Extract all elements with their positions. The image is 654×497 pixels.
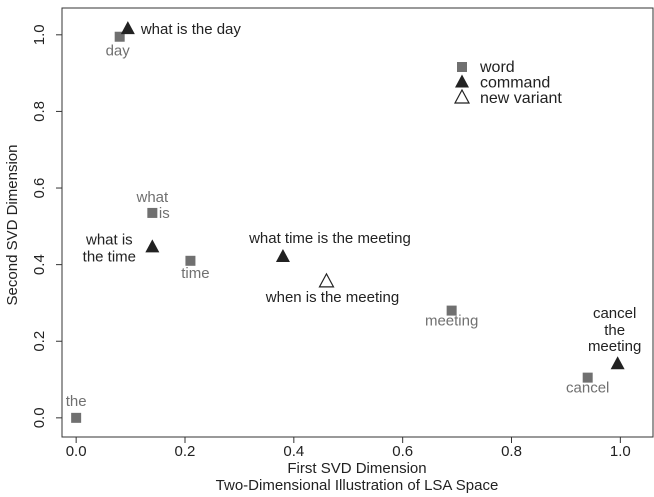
x-tick-label: 0.8 <box>501 443 522 460</box>
point <box>120 21 135 35</box>
caption: Two-Dimensional Illustration of LSA Spac… <box>216 477 499 494</box>
y-tick-label: 1.0 <box>31 24 48 45</box>
y-tick-label: 0.0 <box>31 407 48 428</box>
point-label: the <box>604 322 625 339</box>
point-label: when is the meeting <box>265 289 399 306</box>
point <box>145 239 160 253</box>
point-label: day <box>106 43 131 60</box>
point <box>446 305 457 316</box>
y-axis-label: Second SVD Dimension <box>4 145 21 306</box>
point <box>275 248 290 262</box>
point <box>610 356 625 370</box>
x-tick-label: 0.2 <box>175 443 196 460</box>
x-tick-label: 0.6 <box>392 443 413 460</box>
x-axis-label: First SVD Dimension <box>287 460 426 477</box>
x-tick-label: 0.0 <box>66 443 87 460</box>
point-label: meeting <box>425 313 478 330</box>
point <box>185 255 196 266</box>
point <box>318 272 335 288</box>
y-tick-label: 0.6 <box>31 178 48 199</box>
point <box>114 31 125 42</box>
point-label: is <box>159 205 170 222</box>
point-label: cancel <box>566 380 609 397</box>
point-label: what is the day <box>140 21 242 38</box>
x-tick-label: 0.4 <box>283 443 304 460</box>
y-tick-label: 0.2 <box>31 331 48 352</box>
point <box>147 207 158 218</box>
y-tick-label: 0.4 <box>31 254 48 275</box>
point-label: the time <box>83 248 136 265</box>
point-label: what is <box>85 231 133 248</box>
plot-frame <box>61 7 654 438</box>
point-label: time <box>181 265 209 282</box>
point <box>582 372 593 383</box>
point-label: what time is the meeting <box>248 230 411 247</box>
legend-marker <box>455 74 469 88</box>
point-label: cancel <box>593 305 636 322</box>
legend-label: new variant <box>480 90 562 107</box>
y-tick-label: 0.8 <box>31 101 48 122</box>
legend-label: word <box>479 59 515 76</box>
point-label: meeting <box>588 338 641 355</box>
legend-marker <box>453 88 471 104</box>
point <box>71 412 82 423</box>
point-label: the <box>66 393 87 410</box>
legend-label: command <box>480 75 550 92</box>
x-tick-label: 1.0 <box>610 443 631 460</box>
legend-marker <box>457 62 467 72</box>
point-label: what <box>135 189 169 206</box>
